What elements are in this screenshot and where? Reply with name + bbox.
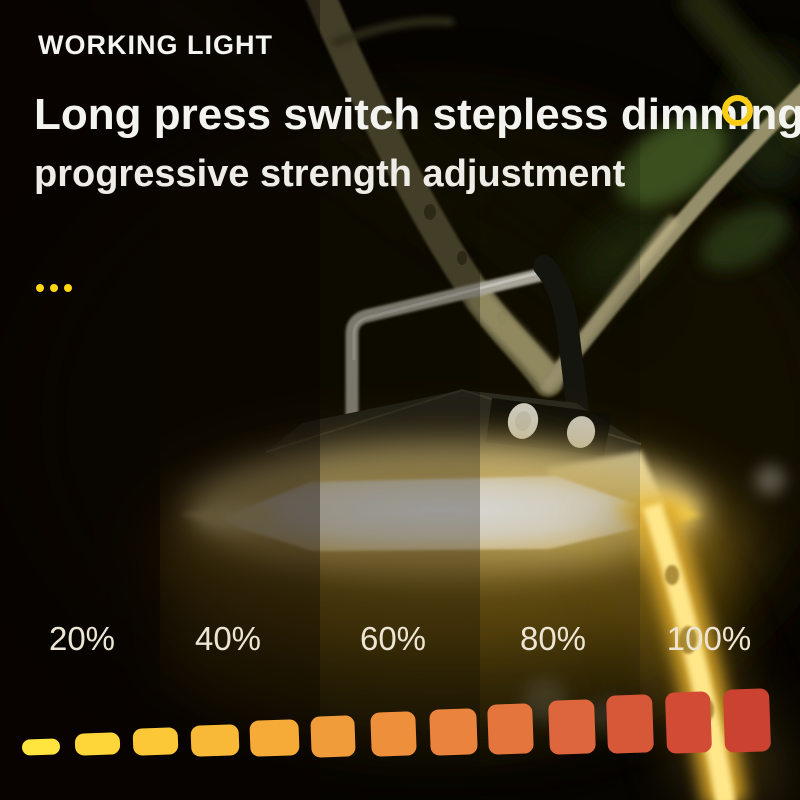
dimming-level-label: 40%	[194, 620, 262, 657]
ellipsis-dots-icon	[36, 284, 72, 292]
dimming-level-label: 100%	[666, 620, 752, 657]
dimming-bar	[190, 724, 240, 757]
dimming-bar	[132, 727, 179, 756]
dot-icon	[36, 284, 44, 292]
dot-icon	[50, 284, 58, 292]
dimming-bar	[249, 719, 300, 757]
dimming-level-label: 60%	[359, 620, 427, 657]
dimming-level-label: 80%	[519, 620, 587, 657]
dimming-bar	[722, 688, 772, 753]
headline: Long press switch stepless dimming	[34, 90, 800, 139]
brightness-strip	[480, 0, 640, 800]
dimming-bar	[310, 715, 356, 758]
dimming-bar	[606, 694, 654, 754]
dimming-bar	[664, 691, 713, 754]
brightness-strip	[320, 0, 480, 800]
subheadline: progressive strength adjustment	[34, 153, 626, 195]
dimming-bar	[548, 699, 596, 755]
dimming-bar	[21, 738, 61, 756]
ring-icon	[722, 95, 753, 126]
dimming-level-label: 20%	[48, 620, 116, 657]
lamp-handle	[345, 267, 551, 437]
brand-label: WORKING LIGHT	[38, 30, 273, 60]
brightness-strip	[160, 0, 320, 800]
dimming-bar	[370, 711, 417, 757]
dimming-bar	[487, 703, 534, 755]
dimming-bar	[429, 708, 478, 756]
dimming-bar	[74, 732, 121, 756]
dot-icon	[64, 284, 72, 292]
brightness-strip	[0, 0, 160, 800]
sensor-lens-right	[566, 416, 596, 448]
